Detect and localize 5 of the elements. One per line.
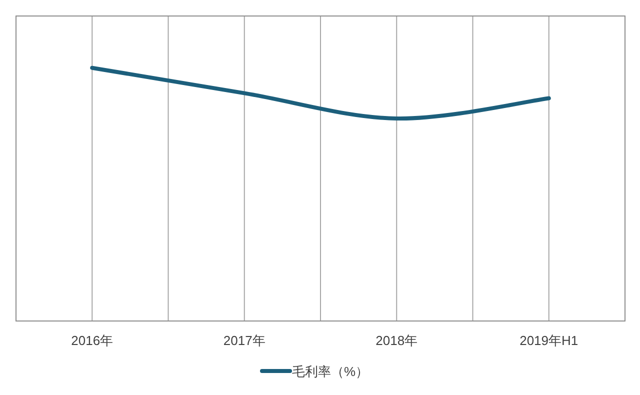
x-tick-label: 2017年: [223, 333, 266, 348]
x-tick-label: 2018年: [376, 333, 418, 348]
legend-label: 毛利率（%）: [292, 364, 369, 379]
x-tick-label: 2016年: [71, 333, 114, 348]
x-tick-label: 2019年H1: [520, 333, 578, 348]
